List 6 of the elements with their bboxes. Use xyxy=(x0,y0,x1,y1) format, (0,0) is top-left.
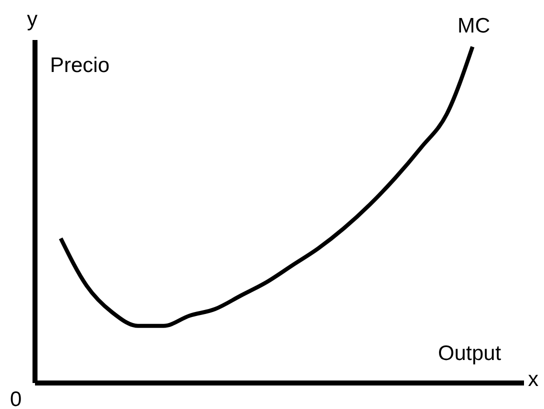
x-axis-title: Output xyxy=(438,342,502,366)
text: 0 xyxy=(10,388,22,409)
y-axis-title: Precio xyxy=(50,54,110,78)
text: x xyxy=(528,368,538,392)
series-label: MC xyxy=(458,14,490,38)
text: y xyxy=(27,8,38,32)
